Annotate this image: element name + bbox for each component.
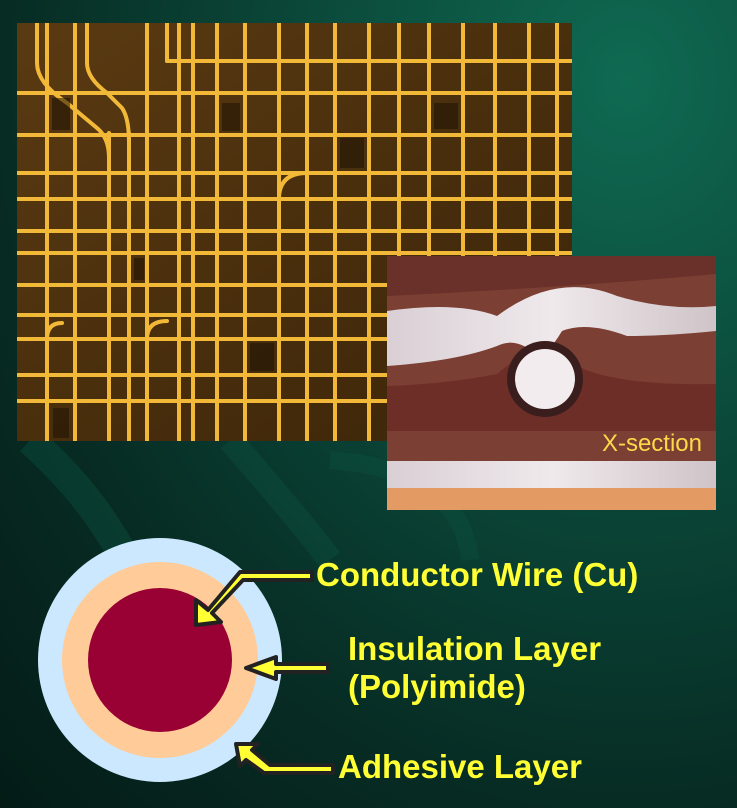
wiring-grid-image [17, 23, 572, 441]
wiring-micrograph-photo [17, 23, 572, 441]
wire-layer-diagram [38, 538, 335, 782]
xsection-photo: X-section [387, 256, 716, 510]
conductor-arrow [194, 570, 314, 627]
conductor-wire-label: Conductor Wire (Cu) [316, 556, 639, 593]
insulation-material-label: (Polyimide) [348, 668, 526, 705]
insulation-arrow [244, 655, 330, 681]
xsection-label: X-section [601, 430, 702, 457]
xsection-image [387, 256, 716, 510]
insulation-layer-label: Insulation Layer [348, 630, 602, 667]
adhesive-arrow [234, 742, 335, 775]
adhesive-layer-label: Adhesive Layer [338, 748, 582, 785]
